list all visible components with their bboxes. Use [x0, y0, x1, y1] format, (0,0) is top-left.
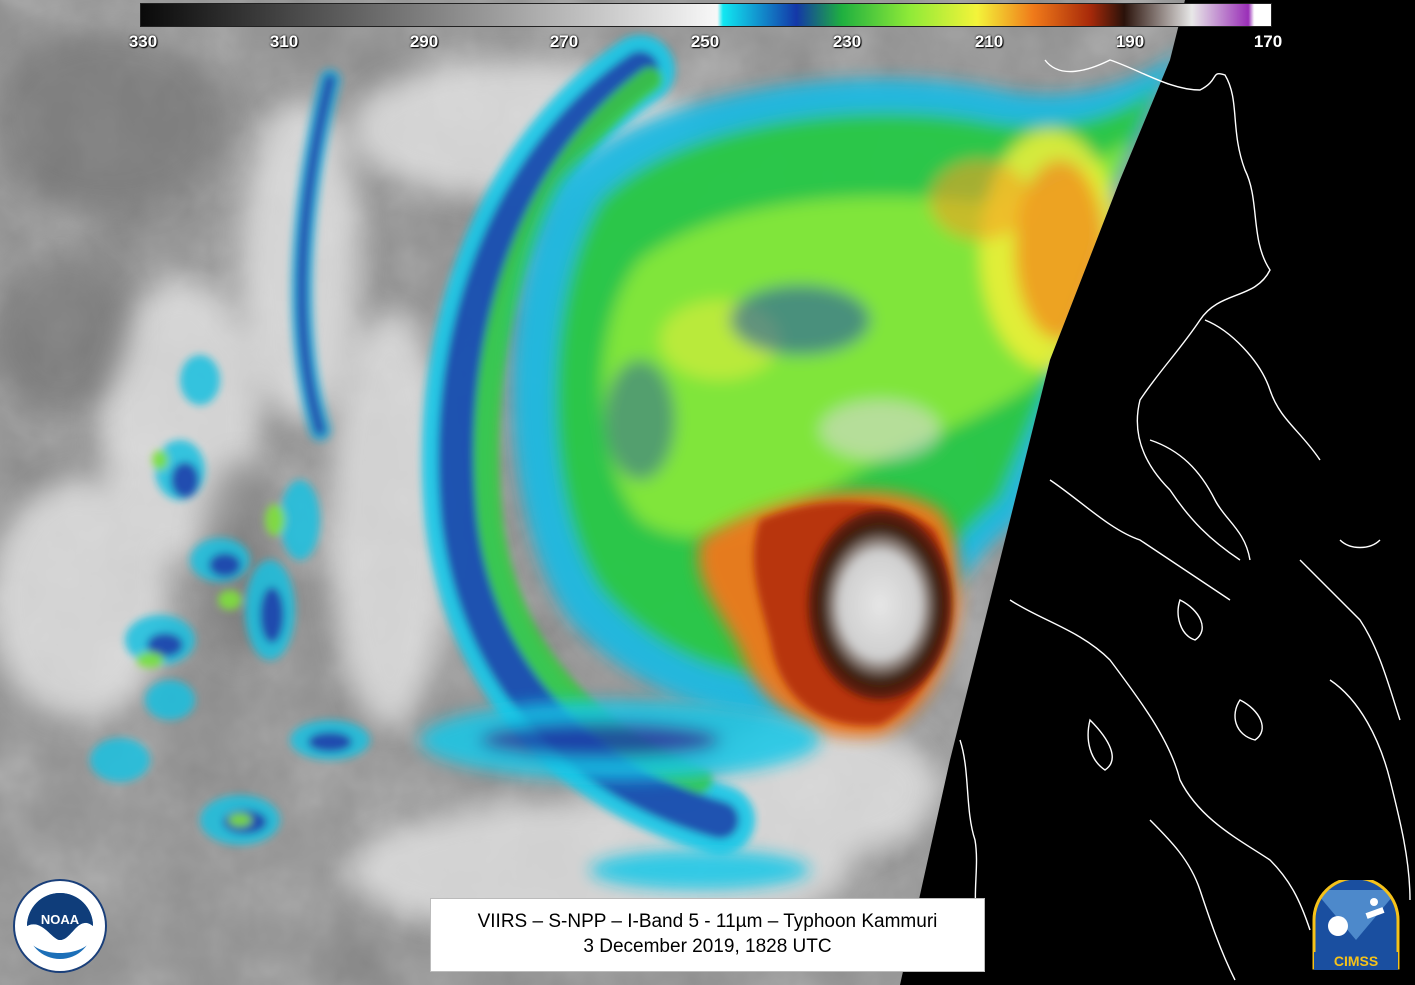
colorbar-tick-label: 270	[549, 32, 579, 51]
cyclone-cloud-shield	[512, 40, 1185, 716]
colorbar-tick-label: 290	[409, 32, 439, 51]
colorbar-tick-label: 250	[690, 32, 720, 51]
central-dense-overcast	[698, 491, 960, 737]
colorbar-tick-label: 170	[1253, 32, 1283, 51]
nodata-region	[900, 0, 1415, 985]
colorbar-tick-label: 210	[974, 32, 1004, 51]
caption-title: VIIRS – S-NPP – I-Band 5 - 11µm – Typhoo…	[477, 911, 938, 932]
noaa-logo: NOAA	[13, 879, 107, 973]
caption-box: VIIRS – S-NPP – I-Band 5 - 11µm – Typhoo…	[430, 898, 985, 972]
colorbar-tick-label: 310	[269, 32, 299, 51]
caption-datetime: 3 December 2019, 1828 UTC	[583, 936, 832, 957]
cimss-logo-text: CIMSS	[1334, 953, 1378, 969]
colorbar-tick-label: 190	[1115, 32, 1145, 51]
colorbar-tick-label: 230	[832, 32, 862, 51]
colorbar-tick-label: 330	[128, 32, 158, 51]
cimss-logo: CIMSS	[1312, 880, 1400, 970]
convective-cells	[90, 355, 370, 845]
noaa-logo-text: NOAA	[41, 912, 80, 927]
temperature-colorbar	[140, 3, 1272, 27]
